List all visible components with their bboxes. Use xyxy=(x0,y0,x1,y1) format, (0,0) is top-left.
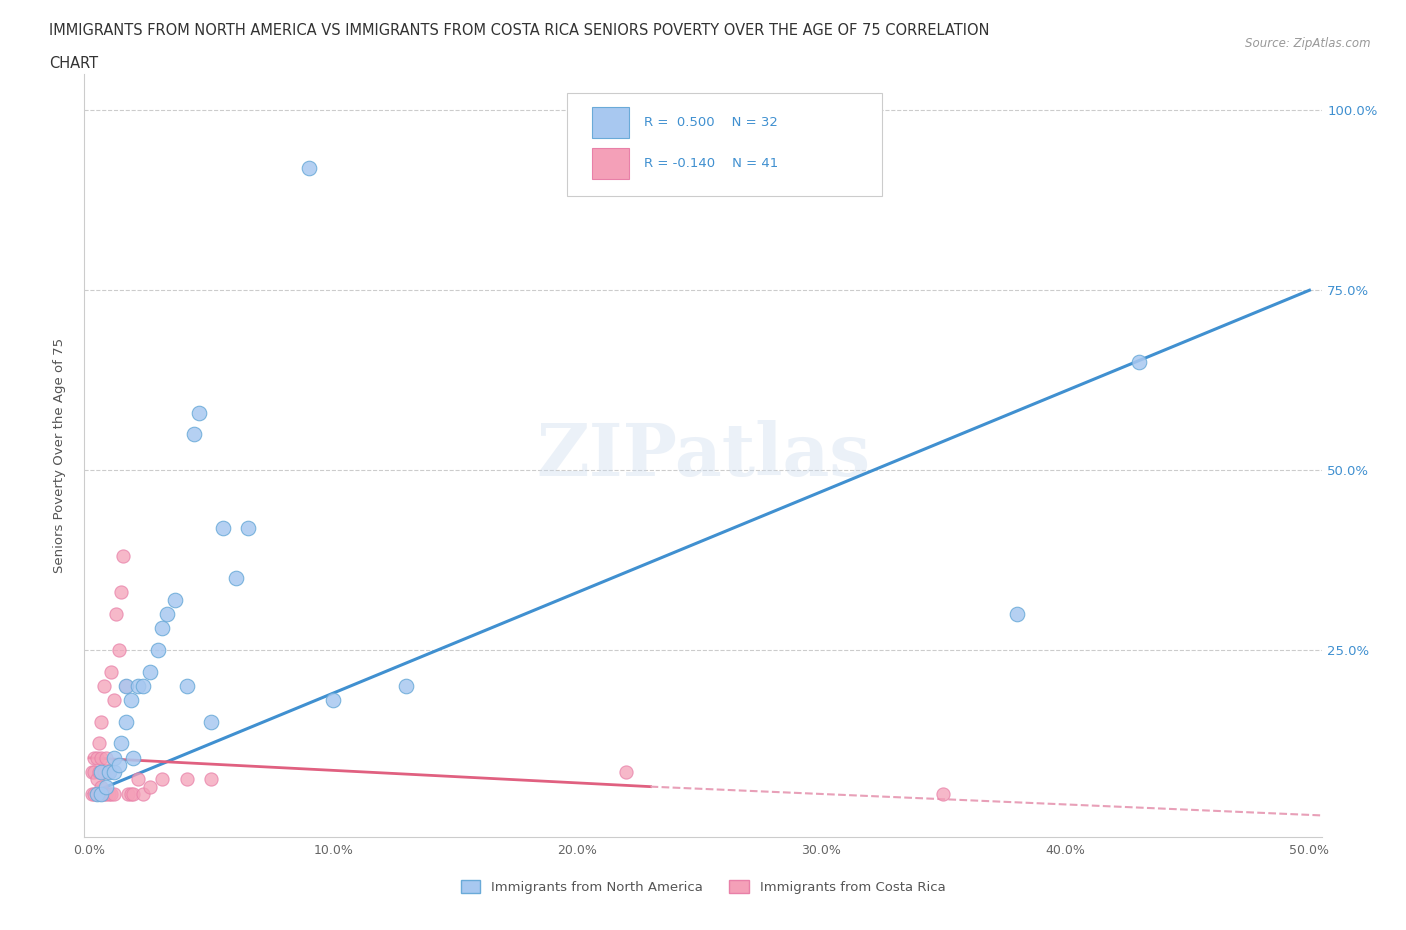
Point xyxy=(90,714,112,729)
Point xyxy=(105,606,128,621)
Point xyxy=(83,751,105,765)
Point xyxy=(97,764,120,779)
Text: CHART: CHART xyxy=(49,56,98,71)
Point xyxy=(932,787,955,802)
Point xyxy=(1005,606,1028,621)
Point xyxy=(163,592,186,607)
Point xyxy=(200,714,222,729)
Point xyxy=(90,787,112,802)
FancyBboxPatch shape xyxy=(567,94,883,196)
Bar xyxy=(592,107,628,138)
Point xyxy=(93,764,115,779)
Point xyxy=(107,758,129,773)
Point xyxy=(117,787,139,802)
Point xyxy=(200,772,222,787)
Point xyxy=(614,764,637,779)
Text: R =  0.500    N = 32: R = 0.500 N = 32 xyxy=(644,116,778,129)
Point xyxy=(122,787,145,802)
Point xyxy=(93,787,115,802)
Point xyxy=(97,764,120,779)
Point xyxy=(176,772,198,787)
Text: R = -0.140    N = 41: R = -0.140 N = 41 xyxy=(644,157,778,170)
Point xyxy=(86,787,108,802)
Text: IMMIGRANTS FROM NORTH AMERICA VS IMMIGRANTS FROM COSTA RICA SENIORS POVERTY OVER: IMMIGRANTS FROM NORTH AMERICA VS IMMIGRA… xyxy=(49,23,990,38)
Point xyxy=(103,764,125,779)
Point xyxy=(395,679,418,694)
Point xyxy=(103,693,125,708)
Point xyxy=(87,787,110,802)
Point xyxy=(100,664,122,679)
Point xyxy=(96,787,118,802)
Point xyxy=(86,787,108,802)
Point xyxy=(112,549,135,564)
Point xyxy=(139,779,162,794)
Point xyxy=(212,520,235,535)
Point xyxy=(83,787,105,802)
Point xyxy=(115,679,138,694)
Point xyxy=(115,679,138,694)
Point xyxy=(236,520,259,535)
Point xyxy=(103,751,125,765)
Point xyxy=(103,787,125,802)
Point xyxy=(132,679,155,694)
Point xyxy=(156,606,179,621)
Legend: Immigrants from North America, Immigrants from Costa Rica: Immigrants from North America, Immigrant… xyxy=(456,874,950,899)
Point xyxy=(176,679,198,694)
Text: ZIPatlas: ZIPatlas xyxy=(536,420,870,491)
Point xyxy=(152,621,174,636)
Point xyxy=(127,772,149,787)
Point xyxy=(96,751,118,765)
Point xyxy=(298,161,321,176)
Point xyxy=(96,779,118,794)
Point xyxy=(152,772,174,787)
Point xyxy=(120,787,142,802)
Point xyxy=(80,787,103,802)
Point xyxy=(90,779,112,794)
Point xyxy=(110,736,132,751)
Point xyxy=(97,787,120,802)
Text: Source: ZipAtlas.com: Source: ZipAtlas.com xyxy=(1246,37,1371,50)
Point xyxy=(87,736,110,751)
Point xyxy=(115,714,138,729)
Point xyxy=(86,772,108,787)
Point xyxy=(120,693,142,708)
Point xyxy=(146,643,169,658)
Point xyxy=(86,751,108,765)
Bar xyxy=(592,149,628,179)
Point xyxy=(90,751,112,765)
Point xyxy=(322,693,344,708)
Point xyxy=(110,585,132,600)
Y-axis label: Seniors Poverty Over the Age of 75: Seniors Poverty Over the Age of 75 xyxy=(53,339,66,573)
Point xyxy=(1128,354,1150,369)
Point xyxy=(90,764,112,779)
Point xyxy=(107,643,129,658)
Point xyxy=(132,787,155,802)
Point xyxy=(122,751,145,765)
Point xyxy=(83,764,105,779)
Point xyxy=(225,571,247,586)
Point xyxy=(93,679,115,694)
Point xyxy=(80,764,103,779)
Point xyxy=(87,764,110,779)
Point xyxy=(188,405,211,420)
Point xyxy=(127,679,149,694)
Point xyxy=(100,787,122,802)
Point xyxy=(183,427,205,442)
Point xyxy=(139,664,162,679)
